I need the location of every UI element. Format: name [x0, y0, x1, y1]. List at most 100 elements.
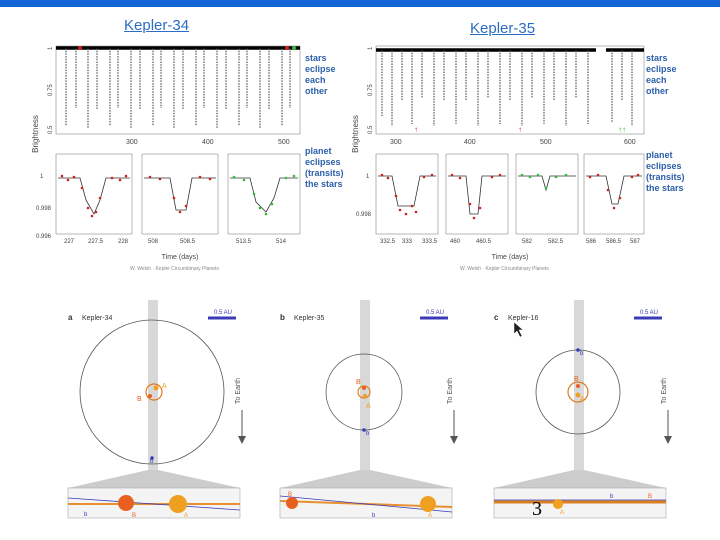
y-tick: 1	[48, 46, 54, 50]
svg-text:B: B	[137, 396, 142, 403]
line-of-sight-band	[148, 300, 158, 470]
scale-label: 0.5 AU	[214, 310, 232, 316]
x-tick: 400	[202, 139, 214, 146]
svg-text:B: B	[574, 376, 579, 383]
y-tick: 0.75	[48, 84, 54, 96]
star-b	[576, 384, 580, 388]
kepler34-credit: W. Welsh · Kepler Circumbinary Planets	[130, 266, 219, 272]
planet-transit-marker	[285, 46, 289, 50]
star-b	[148, 394, 152, 398]
planet-transit-marker	[78, 46, 82, 50]
line-of-sight-band	[360, 300, 370, 470]
kepler34-stars-note: stars eclipse each other	[305, 53, 336, 96]
kepler34-planet-note: planet eclipses (transits) the stars	[305, 146, 344, 189]
kepler35-zoom-panel-3: 582 582.5	[515, 153, 579, 245]
binary-orbit	[145, 383, 163, 401]
mouse-cursor-icon	[513, 321, 524, 338]
kepler35-y-label: Brightness	[351, 115, 360, 153]
svg-text:b: b	[84, 512, 88, 518]
svg-text:b: b	[580, 351, 584, 357]
y-tick: 0.75	[368, 84, 374, 96]
kepler34-zoom-panel-3: 513.5 514	[227, 153, 301, 245]
svg-text:B: B	[288, 492, 292, 498]
y-tick: 0.5	[368, 125, 374, 134]
star-b	[286, 497, 298, 509]
svg-text:333: 333	[402, 239, 413, 245]
star-a	[575, 392, 581, 398]
kepler34-xlabel: Time (days)	[162, 254, 199, 261]
svg-text:A: A	[580, 396, 585, 403]
arrow-down-icon	[238, 436, 246, 444]
header-accent-bar	[0, 0, 720, 7]
kepler35-stars-note: stars eclipse each other	[646, 53, 677, 96]
eclipse-dips	[65, 48, 291, 128]
svg-text:332.5: 332.5	[380, 239, 396, 245]
planet-orbit	[79, 319, 225, 465]
svg-text:582.5: 582.5	[548, 239, 564, 245]
scale-label: 0.5 AU	[426, 310, 444, 316]
binary-orbit	[567, 381, 589, 403]
kepler34-zoom-y-ticks: 1 0.998 0.996	[36, 174, 52, 240]
svg-text:460.5: 460.5	[476, 239, 492, 245]
transit-arrow: ↑↑	[618, 125, 626, 134]
eclipse-dips	[381, 50, 633, 126]
kepler35-title: Kepler-35	[470, 20, 536, 37]
star-a	[169, 495, 187, 513]
svg-text:B: B	[648, 494, 652, 500]
system-name: Kepler-16	[508, 315, 538, 322]
kepler34-title: Kepler-34	[124, 17, 190, 34]
svg-text:514: 514	[276, 239, 287, 245]
star-b	[118, 495, 134, 511]
plot-frame	[55, 45, 301, 135]
svg-text:228: 228	[118, 239, 129, 245]
svg-text:586.5: 586.5	[606, 239, 622, 245]
svg-text:227.5: 227.5	[88, 239, 104, 245]
svg-text:A: A	[184, 513, 188, 519]
planet-b	[576, 348, 580, 352]
kepler35-credit: W. Welsh · Kepler Circumbinary Planets	[460, 266, 549, 272]
svg-text:582: 582	[522, 239, 533, 245]
svg-text:508.5: 508.5	[180, 239, 196, 245]
kepler35-zoom-panel-1: 332.5 333 333.5	[375, 153, 439, 245]
svg-text:1: 1	[40, 174, 44, 180]
page-number: 3	[532, 498, 542, 520]
svg-text:b: b	[280, 313, 285, 322]
planet-b	[362, 428, 366, 432]
plot-frame	[375, 45, 645, 135]
scale-label: 0.5 AU	[640, 310, 658, 316]
svg-text:b: b	[150, 459, 154, 465]
kepler35-zoom-y-ticks: 1 0.998	[356, 174, 372, 218]
kepler35-lightcurve: Brightness 1 0.75 0.5 ↑ ↑ ↑↑ 300 400 500…	[351, 45, 645, 261]
orbit-diagram-kepler35: b Kepler-35 0.5 AU B A b To Earth B b A	[279, 300, 458, 519]
x-tick: 500	[540, 139, 552, 146]
x-tick: 300	[390, 139, 402, 146]
arrow-down-icon	[664, 436, 672, 444]
kepler34-lightcurve: Brightness 1 0.75 0.5 300 400 500 1 0.99…	[31, 45, 301, 261]
planet-b	[150, 456, 154, 460]
planet-transit-marker	[292, 46, 296, 50]
svg-text:460: 460	[450, 239, 461, 245]
transit-arrow: ↑	[414, 125, 418, 134]
star-a	[553, 499, 563, 509]
svg-text:b: b	[372, 513, 376, 519]
svg-text:A: A	[560, 510, 564, 516]
svg-text:a: a	[68, 313, 73, 322]
orbit-diagram-kepler16: c Kepler-16 0.5 AU B A b To Earth A b B	[493, 300, 672, 519]
svg-text:513.5: 513.5	[236, 239, 252, 245]
kepler34-y-label: Brightness	[31, 115, 40, 153]
svg-text:B: B	[356, 379, 361, 386]
y-tick: 1	[368, 46, 374, 50]
svg-text:587: 587	[630, 239, 641, 245]
kepler34-zoom-panel-1: 227 227.5 228	[55, 153, 133, 245]
transit-arrow: ↑	[518, 125, 522, 134]
x-tick: 500	[278, 139, 290, 146]
x-tick: 600	[624, 139, 636, 146]
svg-text:b: b	[610, 494, 614, 500]
star-a	[362, 393, 368, 399]
arrow-down-icon	[450, 436, 458, 444]
star-a	[420, 496, 436, 512]
system-name: Kepler-35	[294, 315, 324, 322]
x-tick: 400	[464, 139, 476, 146]
svg-text:586: 586	[586, 239, 597, 245]
to-earth-label: To Earth	[447, 378, 454, 404]
